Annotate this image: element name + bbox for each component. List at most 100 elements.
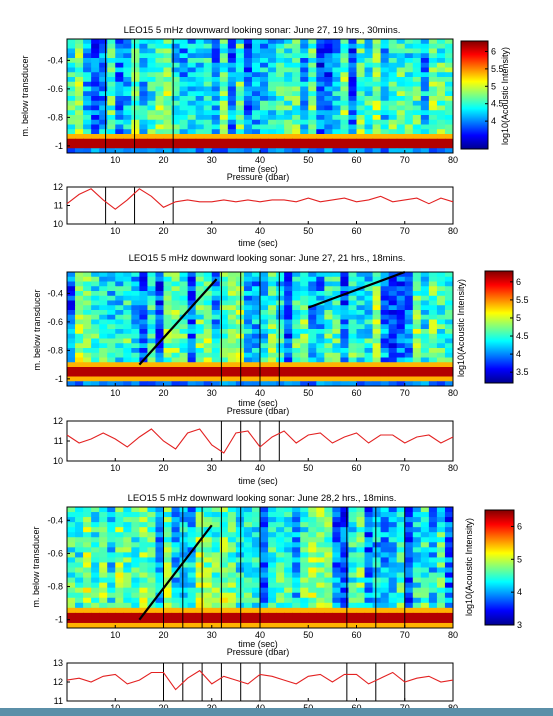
heatmap-cell: [268, 286, 277, 292]
heatmap-cell: [284, 507, 293, 513]
heatmap-cell: [163, 552, 173, 559]
heatmap-cell: [171, 522, 181, 528]
heatmap-cell: [123, 53, 132, 59]
heatmap-cell: [292, 587, 301, 594]
heatmap-cell: [324, 572, 333, 579]
heatmap-cell: [243, 507, 253, 513]
heatmap-cell: [268, 324, 277, 330]
heatmap-cell: [123, 96, 132, 102]
heatmap-cell: [187, 295, 197, 302]
heatmap-cell: [308, 562, 317, 569]
heatmap-cell: [396, 537, 406, 543]
heatmap-cell: [91, 62, 100, 69]
heatmap-cell: [227, 286, 237, 292]
heatmap-cell: [91, 587, 100, 594]
heatmap-cell: [324, 48, 333, 54]
heatmap-cell: [147, 67, 157, 73]
heatmap-cell: [115, 43, 124, 50]
heatmap-cell: [300, 367, 309, 373]
heatmap-cell: [147, 507, 157, 513]
heatmap-cell: [300, 343, 309, 349]
heatmap-cell: [300, 276, 309, 283]
heatmap-cell: [139, 577, 149, 584]
heatmap-cell: [364, 110, 374, 116]
heatmap-cell: [300, 587, 309, 594]
heatmap-cell: [139, 314, 149, 321]
heatmap-cell: [292, 295, 301, 302]
heatmap-cell: [227, 343, 237, 349]
heatmap-cell: [372, 562, 382, 569]
heatmap-cell: [107, 72, 116, 78]
heatmap-cell: [308, 129, 317, 135]
heatmap-cell: [131, 86, 140, 92]
heatmap-cell: [268, 129, 277, 135]
heatmap-cell: [235, 105, 245, 111]
heatmap-cell: [364, 557, 374, 564]
heatmap-cell: [332, 143, 342, 149]
heatmap-cell: [163, 537, 173, 543]
heatmap-cell: [332, 62, 342, 69]
heatmap-cell: [75, 72, 84, 78]
heatmap-cell: [380, 110, 390, 116]
heatmap-cell: [123, 86, 132, 92]
heatmap-cell: [372, 376, 382, 382]
heatmap-cell: [131, 134, 140, 140]
heatmap-cell: [243, 62, 253, 69]
heatmap-cell: [404, 67, 414, 73]
heatmap-cell: [67, 124, 76, 130]
heatmap-cell: [340, 77, 350, 83]
heatmap-cell: [107, 577, 116, 584]
heatmap-cell: [91, 134, 100, 140]
heatmap-cell: [268, 622, 277, 628]
heatmap-cell: [348, 115, 358, 121]
heatmap-cell: [107, 295, 116, 302]
heatmap-cell: [404, 81, 414, 88]
heatmap-cell: [324, 305, 333, 311]
heatmap-cell: [356, 547, 366, 553]
heatmap-cell: [107, 329, 116, 335]
heatmap-cell: [364, 357, 374, 363]
heatmap-cell: [412, 547, 422, 553]
heatmap-cell: [227, 352, 237, 359]
heatmap-cell: [380, 329, 390, 335]
heatmap-cell: [131, 577, 140, 584]
heatmap-cell: [163, 357, 173, 363]
heatmap-cell: [83, 143, 92, 149]
heatmap-cell: [139, 110, 149, 116]
x-axis-label: time (sec): [238, 476, 278, 486]
heatmap-cell: [211, 43, 221, 50]
heatmap-cell: [300, 124, 309, 130]
heatmap-cell: [316, 333, 325, 340]
heatmap-cell: [75, 77, 84, 83]
heatmap-cell: [171, 305, 181, 311]
heatmap-cell: [83, 129, 92, 135]
heatmap-cell: [139, 557, 149, 564]
heatmap-cell: [187, 587, 197, 594]
heatmap-cell: [195, 582, 205, 589]
heatmap-cell: [211, 138, 221, 145]
heatmap-cell: [324, 371, 333, 378]
heatmap-cell: [131, 115, 140, 121]
heatmap-cell: [155, 81, 165, 88]
heatmap-cell: [163, 547, 173, 553]
heatmap-cell: [123, 371, 132, 378]
heatmap-cell: [67, 319, 76, 325]
heatmap-cell: [404, 597, 414, 604]
heatmap-cell: [171, 96, 181, 102]
heatmap-cell: [67, 572, 76, 579]
heatmap-cell: [227, 91, 237, 97]
heatmap-cell: [372, 96, 382, 102]
heatmap-cell: [316, 577, 325, 584]
heatmap-cell: [219, 617, 229, 624]
heatmap-cell: [171, 115, 181, 121]
heatmap-cell: [340, 148, 350, 153]
heatmap-cell: [227, 43, 237, 50]
heatmap-cell: [107, 352, 116, 359]
heatmap-cell: [187, 105, 197, 111]
heatmap-cell: [396, 119, 406, 126]
heatmap-cell: [364, 381, 374, 386]
heatmap-cell: [83, 124, 92, 130]
heatmap-cell: [340, 507, 350, 513]
heatmap-cell: [163, 352, 173, 359]
